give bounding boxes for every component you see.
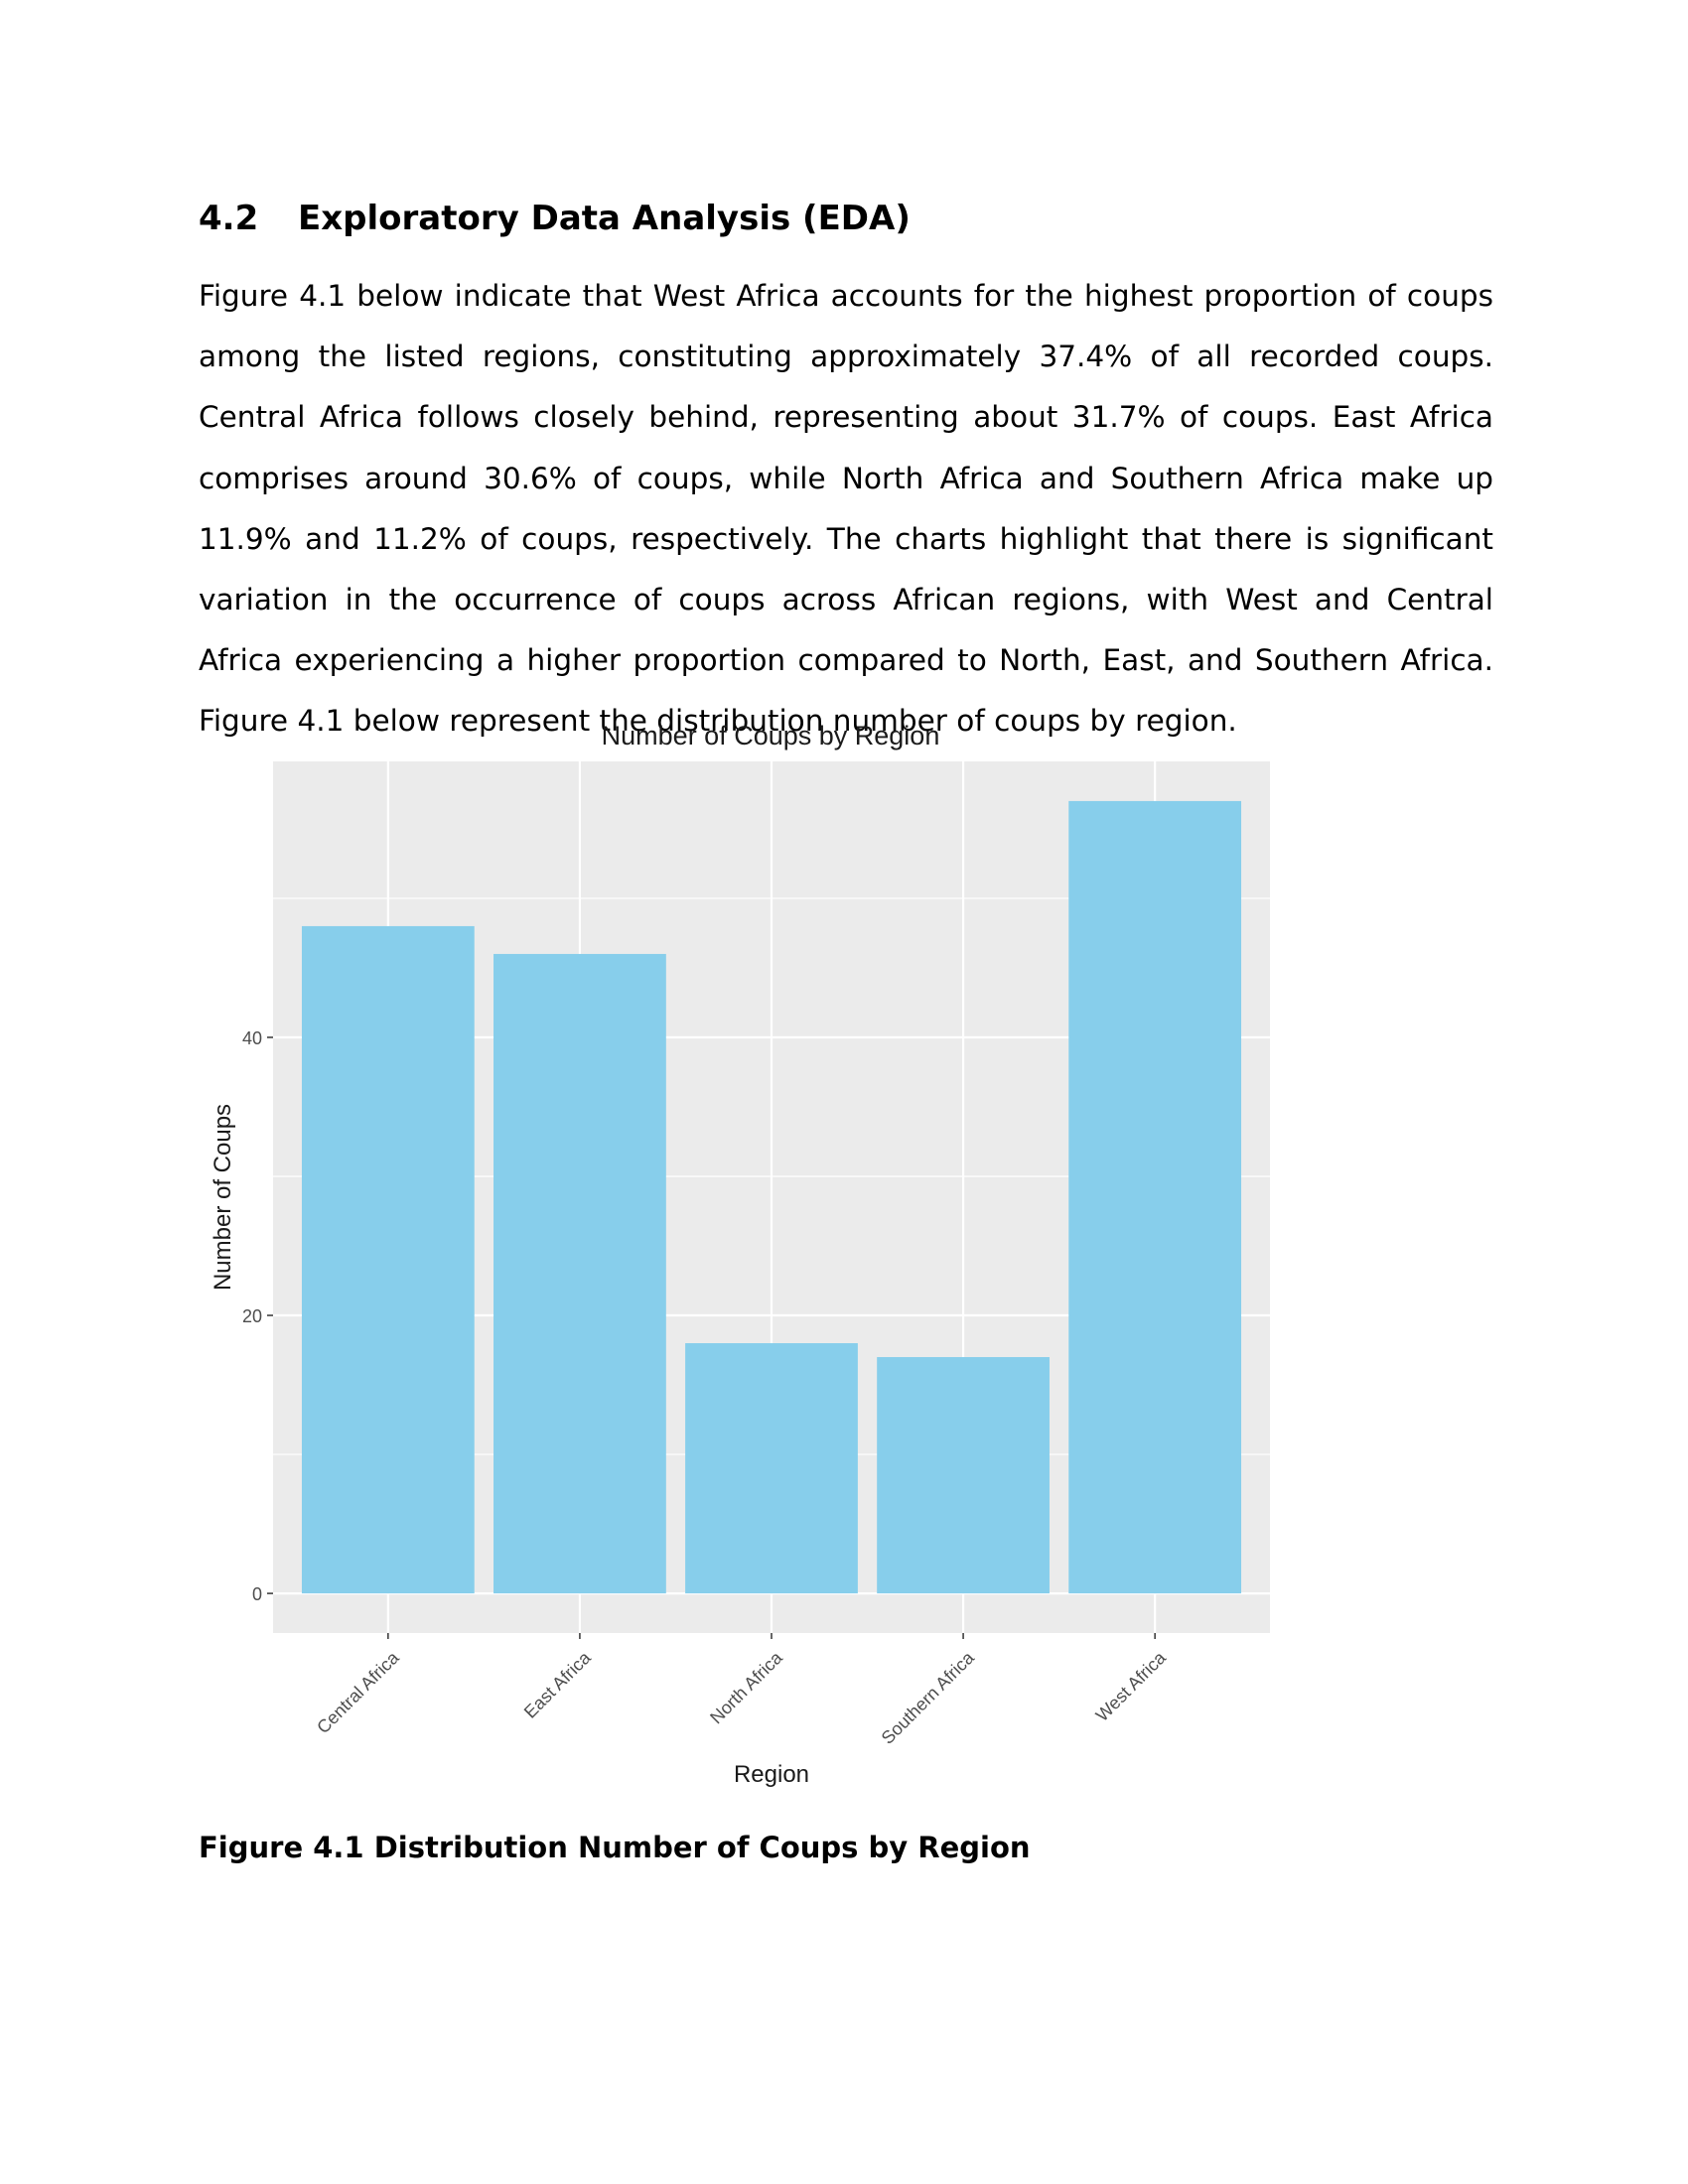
body-paragraph: Figure 4.1 below indicate that West Afri… <box>199 279 1493 739</box>
section-number: 4.2 <box>199 199 259 238</box>
x-axis-label: Region <box>734 1761 809 1788</box>
y-axis-label: Number of Coups <box>210 1104 236 1291</box>
bar <box>877 1357 1050 1594</box>
x-tick-label: West Africa <box>1092 1647 1171 1725</box>
x-tick-label: East Africa <box>520 1647 596 1722</box>
bar <box>493 953 666 1594</box>
section-heading: 4.2 Exploratory Data Analysis (EDA) <box>199 199 911 238</box>
y-tick-label: 0 <box>252 1584 262 1604</box>
bar <box>301 925 475 1594</box>
figure-caption: Figure 4.1 Distribution Number of Coups … <box>199 1831 1031 1864</box>
y-tick-label: 40 <box>242 1028 262 1048</box>
y-tick-label: 20 <box>242 1306 262 1326</box>
x-tick-label: Central Africa <box>313 1647 403 1737</box>
bar-chart: Number of Coups by Region 0 20 40 Central A… <box>210 721 1270 1788</box>
section-title: Exploratory Data Analysis (EDA) <box>298 199 911 238</box>
bar <box>1068 800 1242 1594</box>
bar <box>685 1343 858 1594</box>
chart-title: Number of Coups by Region <box>602 721 940 751</box>
bars <box>301 800 1242 1594</box>
x-tick-label: North Africa <box>706 1647 786 1727</box>
x-tick-label: Southern Africa <box>878 1647 979 1748</box>
